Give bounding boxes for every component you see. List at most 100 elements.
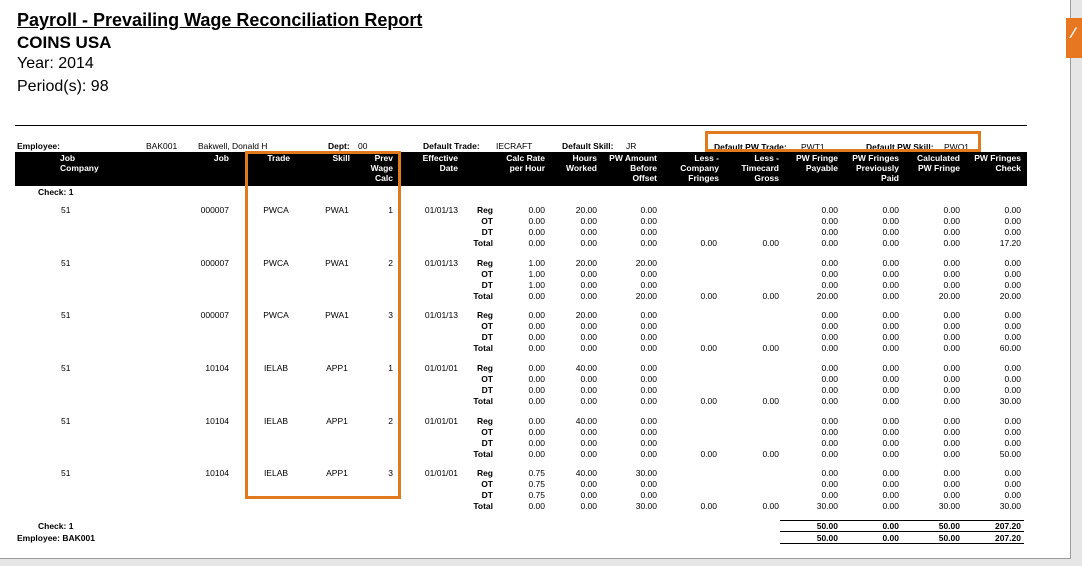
dept-label: Dept: — [328, 141, 350, 151]
total-value: 50.00 — [938, 521, 960, 531]
pw-fringes-prev-paid-value: 0.00 — [882, 280, 899, 290]
prev-wage-calc: 1 — [388, 205, 393, 215]
job-number: 000007 — [200, 258, 229, 268]
effective-date: 01/01/01 — [424, 416, 458, 426]
total-value: 50.00 — [816, 521, 838, 531]
job-company: 51 — [61, 416, 71, 426]
calculated-pw-fringe-value: 0.00 — [943, 490, 960, 500]
pw-fringes-prev-paid-value: 0.00 — [882, 479, 899, 489]
pw-fringe-payable-value: 0.00 — [821, 416, 838, 426]
pw-fringes-check-value: 0.00 — [1004, 427, 1021, 437]
pw-amount-value: 0.00 — [640, 396, 657, 406]
pw-fringe-payable-value: 0.00 — [821, 205, 838, 215]
pw-fringes-check-value: 0.00 — [1004, 269, 1021, 279]
pw-amount-value: 0.00 — [640, 385, 657, 395]
calculated-pw-fringe-value: 0.00 — [943, 332, 960, 342]
calculated-pw-fringe-value: 0.00 — [943, 227, 960, 237]
job-company: 51 — [61, 363, 71, 373]
line-type-label: OT — [481, 321, 493, 331]
pw-amount-value: 0.00 — [640, 205, 657, 215]
pw-fringes-prev-paid-value: 0.00 — [882, 238, 899, 248]
pw-amount-value: 0.00 — [640, 321, 657, 331]
calc-rate-value: 0.00 — [528, 438, 545, 448]
pw-fringe-payable-value: 0.00 — [821, 258, 838, 268]
line-type-label: DT — [481, 332, 493, 342]
calc-rate-value: 0.00 — [528, 205, 545, 215]
calc-rate-value: 0.00 — [528, 374, 545, 384]
hours-value: 0.00 — [580, 385, 597, 395]
column-header: Skill — [332, 153, 350, 163]
calculated-pw-fringe-value: 0.00 — [943, 269, 960, 279]
pw-amount-value: 0.00 — [640, 490, 657, 500]
pw-fringes-check-value: 0.00 — [1004, 227, 1021, 237]
prev-wage-calc: 1 — [388, 363, 393, 373]
hours-value: 0.00 — [580, 449, 597, 459]
pw-fringes-prev-paid-value: 0.00 — [882, 343, 899, 353]
pw-fringes-prev-paid-value: 0.00 — [882, 363, 899, 373]
calc-rate-value: 0.00 — [528, 427, 545, 437]
hours-value: 0.00 — [580, 501, 597, 511]
totals-rule-mid — [780, 531, 1024, 532]
pw-fringes-check-value: 0.00 — [1004, 490, 1021, 500]
calc-rate-value: 0.00 — [528, 238, 545, 248]
pw-fringes-check-value: 0.00 — [1004, 385, 1021, 395]
pw-fringes-check-value: 30.00 — [999, 396, 1021, 406]
pw-amount-value: 0.00 — [640, 374, 657, 384]
skill-value: PWA1 — [325, 258, 349, 268]
pw-fringes-check-value: 0.00 — [1004, 321, 1021, 331]
line-type-label: OT — [481, 216, 493, 226]
hours-value: 0.00 — [580, 332, 597, 342]
pw-amount-value: 0.00 — [640, 438, 657, 448]
pw-fringe-payable-value: 0.00 — [821, 310, 838, 320]
line-type-label: Reg — [476, 416, 493, 426]
report-tab-icon[interactable]: ⁄ — [1066, 18, 1082, 58]
calculated-pw-fringe-value: 0.00 — [943, 479, 960, 489]
line-type-label: OT — [481, 479, 493, 489]
hours-value: 0.00 — [580, 438, 597, 448]
calculated-pw-fringe-value: 0.00 — [943, 216, 960, 226]
totals-check-label: Check: 1 — [38, 521, 74, 531]
hours-value: 0.00 — [580, 269, 597, 279]
default-pw-trade-value: PWT1 — [801, 142, 825, 152]
less-company-fringes-value: 0.00 — [700, 396, 717, 406]
pw-amount-value: 30.00 — [635, 468, 657, 478]
column-header: PW Amount Before Offset — [609, 153, 657, 183]
hours-value: 40.00 — [575, 363, 597, 373]
pw-fringes-check-value: 0.00 — [1004, 216, 1021, 226]
pw-fringes-check-value: 0.00 — [1004, 374, 1021, 384]
column-header: Calc Rate per Hour — [506, 153, 545, 173]
pw-fringes-check-value: 0.00 — [1004, 310, 1021, 320]
check-label: Check: 1 — [38, 187, 74, 197]
column-header: Job — [213, 153, 229, 163]
pw-fringes-prev-paid-value: 0.00 — [882, 396, 899, 406]
pw-fringes-check-value: 30.00 — [999, 501, 1021, 511]
pw-fringes-check-value: 0.00 — [1004, 280, 1021, 290]
report-year: Year: 2014 — [17, 55, 94, 72]
employee-code: BAK001 — [146, 141, 178, 151]
pw-amount-value: 0.00 — [640, 427, 657, 437]
line-type-label: OT — [481, 427, 493, 437]
totals-rule-bottom — [780, 543, 1024, 544]
pw-fringes-prev-paid-value: 0.00 — [882, 258, 899, 268]
pw-fringe-payable-value: 0.00 — [821, 468, 838, 478]
pw-fringes-check-value: 50.00 — [999, 449, 1021, 459]
total-value: 207.20 — [995, 533, 1021, 543]
pw-amount-value: 0.00 — [640, 216, 657, 226]
job-number: 10104 — [205, 468, 229, 478]
hours-value: 0.00 — [580, 280, 597, 290]
line-type-label: OT — [481, 269, 493, 279]
pw-fringes-prev-paid-value: 0.00 — [882, 227, 899, 237]
pw-amount-value: 0.00 — [640, 310, 657, 320]
default-pw-skill-label: Default PW Skill: — [866, 142, 934, 152]
calc-rate-value: 0.00 — [528, 416, 545, 426]
calculated-pw-fringe-value: 0.00 — [943, 416, 960, 426]
less-timecard-gross-value: 0.00 — [762, 449, 779, 459]
hours-value: 0.00 — [580, 216, 597, 226]
column-header: PW Fringe Payable — [795, 153, 838, 173]
effective-date: 01/01/01 — [424, 363, 458, 373]
calculated-pw-fringe-value: 0.00 — [943, 321, 960, 331]
pw-fringes-check-value: 0.00 — [1004, 416, 1021, 426]
skill-value: APP1 — [326, 363, 348, 373]
default-skill-value: JR — [626, 141, 637, 151]
pw-fringes-check-value: 0.00 — [1004, 438, 1021, 448]
